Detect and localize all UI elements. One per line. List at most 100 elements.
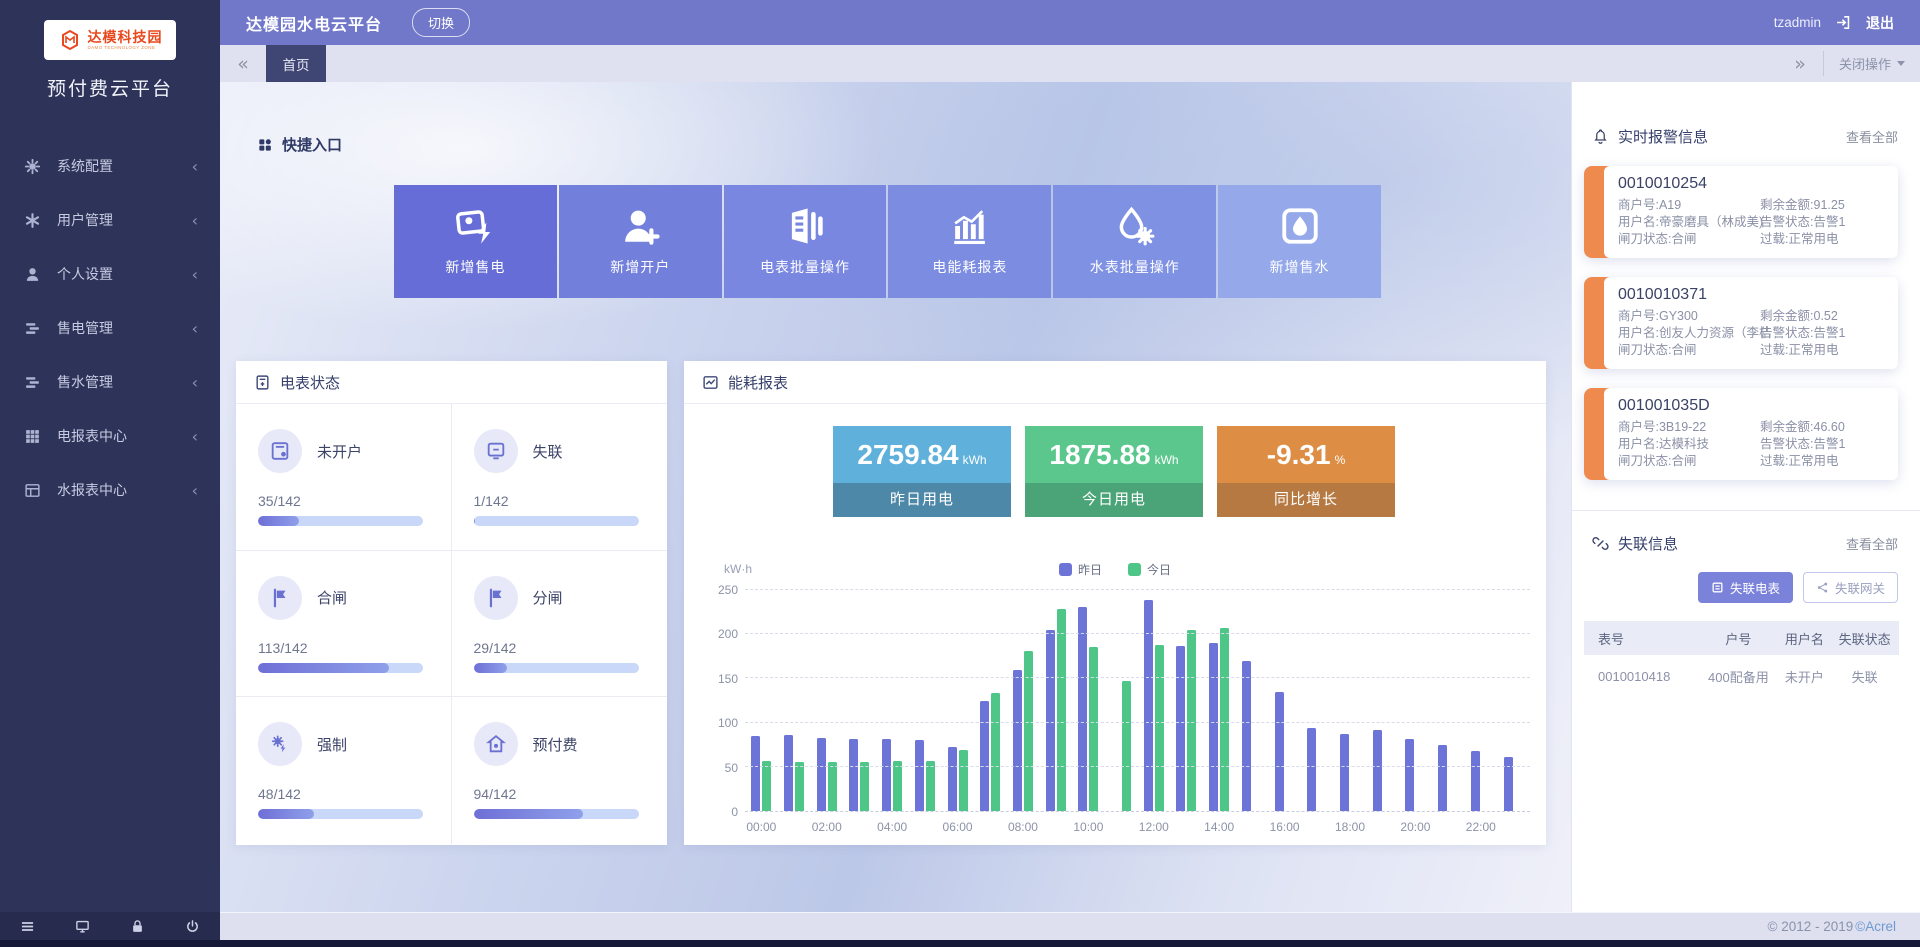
logo-cube-icon: [58, 28, 82, 52]
offline-view-all-link[interactable]: 查看全部: [1845, 537, 1898, 552]
chart-xtick: [1366, 820, 1399, 834]
alarm-field: 告警状态:告警1: [1760, 437, 1846, 451]
meter-icon: [258, 429, 302, 473]
chart-xtick: [1301, 820, 1334, 834]
offline-filter-失联电表[interactable]: 失联电表: [1697, 572, 1793, 603]
menu-icon[interactable]: [20, 919, 35, 934]
top-header: 达模园水电云平台 切换 tzadmin 退出: [220, 0, 1920, 45]
table-cell: 0010010418: [1598, 668, 1671, 684]
meter-status-label: 分闸: [532, 590, 563, 608]
sidebar-item-水报表中心[interactable]: 水报表中心 ‹: [0, 463, 220, 517]
bell-icon: [1592, 128, 1609, 145]
meter-status-cell: 强制 48/142: [236, 697, 452, 844]
scroll-tabs-right-icon[interactable]: »: [1794, 52, 1806, 75]
bar: [1045, 629, 1055, 811]
meter-status-count: 29/142: [473, 639, 517, 656]
bar-group: [1170, 590, 1203, 811]
bar-group: [1072, 590, 1105, 811]
bar-group: [745, 590, 778, 811]
stat-value: 1875.88: [1049, 438, 1151, 470]
chart-xtick: [1432, 820, 1465, 834]
quick-entry-button[interactable]: 水表批量操作: [1053, 185, 1217, 298]
list-icon: [24, 374, 41, 391]
alarm-card: 0010010371 商户号:GY300 剩余金额:0.52 用户名:创友人力资源（…: [1584, 277, 1898, 369]
bar: [1209, 643, 1219, 811]
table-icon: [24, 482, 41, 499]
force-icon: [258, 722, 302, 767]
chart-xlabels: 00:00 02:00 04:00 06:00 08:00 10:00 12:00 14:00…: [745, 820, 1530, 834]
bar: [1122, 681, 1132, 811]
chart-xtick: 20:00: [1400, 820, 1431, 834]
meter-status-progress: [258, 662, 423, 673]
chart-xtick: 06:00: [942, 820, 973, 834]
legend-swatch: [1058, 563, 1072, 576]
quick-entry-button[interactable]: 电表批量操作: [723, 185, 887, 298]
bar-group: [1366, 590, 1399, 811]
bar: [1012, 669, 1022, 811]
stat-unit: %: [1334, 452, 1346, 467]
close-operations-dropdown[interactable]: 关闭操作: [1824, 45, 1920, 82]
energy-stat-box: -9.31 % 同比增长: [1217, 426, 1395, 517]
quick-entry-button[interactable]: 新增售水: [1218, 185, 1381, 298]
quick-entry-button[interactable]: 新增开户: [558, 185, 722, 298]
alarm-field: 用户名:达模科技: [1618, 437, 1709, 451]
meter-panel-icon: [254, 374, 271, 391]
meter-status-label: 强制: [317, 736, 348, 754]
meter-status-label: 失联: [532, 443, 563, 461]
tab-home[interactable]: 首页: [266, 45, 326, 82]
chart-gridline: [745, 589, 1530, 590]
power-icon[interactable]: [185, 919, 200, 934]
chart-yaxis: 0 50 100 150 200 250: [694, 583, 738, 819]
bar: [784, 734, 794, 811]
alarm-field: 商户号:3B19-22: [1618, 420, 1707, 434]
alarm-view-all-link[interactable]: 查看全部: [1845, 130, 1898, 145]
energy-stats: 2759.84 kWh 昨日用电 1875.88 kWh 今日用电 -9.31 …: [833, 426, 1395, 517]
alarm-cards: 0010010254 商户号:A19 剩余金额:91.25 用户名:帝豪磨具（林成美…: [1572, 166, 1920, 480]
bar: [1078, 606, 1088, 811]
sidebar-item-用户管理[interactable]: 用户管理 ‹: [0, 193, 220, 247]
chart-panel-icon: [702, 374, 719, 391]
offline-table: 表号 户号 用户名 失联状态 0010010418 400配备用 未开户 失联: [1584, 621, 1899, 697]
bar: [1372, 729, 1382, 811]
sidebar-item-售水管理[interactable]: 售水管理 ‹: [0, 355, 220, 409]
sidebar-item-电报表中心[interactable]: 电报表中心 ‹: [0, 409, 220, 463]
quick-entry-button[interactable]: 电能耗报表: [888, 185, 1052, 298]
switch-button[interactable]: 切换: [412, 8, 471, 37]
chart-xtick: [974, 820, 1007, 834]
offline-panel-title: 失联信息: [1618, 536, 1679, 553]
sidebar-footer: [0, 912, 220, 940]
logout-icon[interactable]: [1835, 14, 1852, 31]
logo-subtitle: DAMO TECHNOLOGY ZONE: [87, 44, 156, 50]
monitor-icon[interactable]: [75, 919, 90, 934]
prepay-icon: [473, 722, 518, 767]
chart-xtick: 00:00: [746, 820, 777, 834]
chart-xtick: [1170, 820, 1203, 834]
offline-table-header: 表号 户号 用户名 失联状态: [1584, 621, 1899, 655]
chart-xtick: [778, 820, 811, 834]
energy-stat-box: 2759.84 kWh 昨日用电: [833, 426, 1011, 517]
scroll-tabs-left-icon[interactable]: «: [237, 52, 249, 75]
table-cell: 400配备用: [1708, 669, 1769, 685]
quick-entry-button[interactable]: 新增售电: [394, 185, 557, 298]
meter-status-progress: [473, 809, 639, 820]
chart-xtick: 04:00: [877, 820, 908, 834]
sidebar-item-系统配置[interactable]: 系统配置 ‹: [0, 139, 220, 193]
bar-group: [876, 590, 909, 811]
chart-grid: [745, 589, 1530, 812]
alarm-field: 闸刀状态:合闸: [1618, 454, 1697, 468]
stat-label: 昨日用电: [833, 483, 1011, 517]
sidebar-item-售电管理[interactable]: 售电管理 ‹: [0, 301, 220, 355]
bar-group: [1007, 590, 1040, 811]
bar: [1340, 734, 1349, 811]
alarm-meter-no: 0010010254: [1618, 175, 1707, 192]
logout-button[interactable]: 退出: [1866, 14, 1894, 31]
chart-gridline: [745, 765, 1530, 767]
sidebar-item-个人设置[interactable]: 个人设置 ‹: [0, 247, 220, 301]
lock-icon[interactable]: [130, 919, 145, 934]
alarm-card: 001001035D 商户号:3B19-22 剩余金额:46.60 用户名:达模科技…: [1584, 388, 1898, 480]
offline-filter-失联网关[interactable]: 失联网关: [1802, 572, 1898, 603]
meter-status-progress: [258, 809, 423, 820]
energy-stat-box: 1875.88 kWh 今日用电: [1025, 426, 1203, 517]
meter-status-cell: 分闸 29/142: [451, 551, 667, 698]
bar: [795, 762, 805, 811]
